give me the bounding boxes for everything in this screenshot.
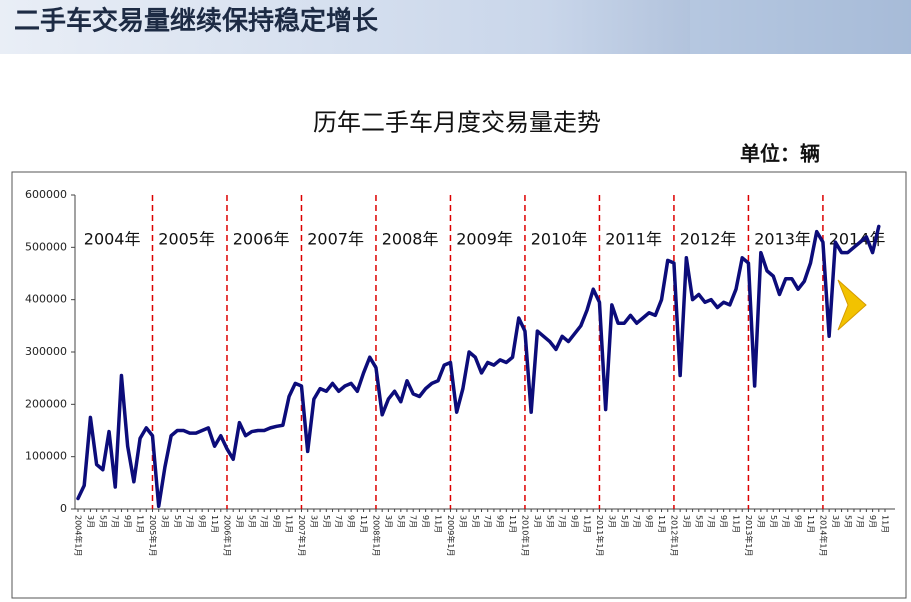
unit-label: 单位：辆 [740, 142, 820, 166]
x-tick-label: 11月 [806, 515, 815, 533]
x-tick-label: 11月 [732, 515, 741, 533]
plot: 0 100000 200000 300000 400000 500000 600000 200… [25, 188, 890, 556]
x-tick-label: 3月 [160, 515, 169, 528]
year-label: 2014年 [829, 230, 886, 249]
year-label: 2012年 [680, 230, 737, 249]
y-tick-label: 200000 [25, 397, 67, 410]
year-label: 2005年 [158, 230, 215, 249]
x-tick-label: 9月 [421, 515, 430, 528]
year-label: 2004年 [84, 230, 141, 249]
x-tick-label: 9月 [123, 515, 132, 528]
x-tick-label: 11月 [285, 515, 294, 533]
x-tick-label: 7月 [856, 515, 865, 528]
x-tick-label: 11月 [434, 515, 443, 533]
x-tick-label: 11月 [583, 515, 592, 533]
x-tick-label: 7月 [409, 515, 418, 528]
x-tick-label: 3月 [533, 515, 542, 528]
x-tick-label: 9月 [570, 515, 579, 528]
x-tick-label: 2010年1月 [520, 515, 530, 556]
x-tick-label: 5月 [471, 515, 480, 528]
x-tick-label: 11月 [881, 515, 890, 533]
x-tick-label: 3月 [756, 515, 765, 528]
y-tick-label: 0 [60, 502, 67, 515]
year-label: 2013年 [754, 230, 811, 249]
x-tick-label: 11月 [210, 515, 219, 533]
x-tick-label: 2012年1月 [669, 515, 679, 556]
x-tick-label: 5月 [843, 515, 852, 528]
x-tick-label: 9月 [198, 515, 207, 528]
x-tick-label: 7月 [558, 515, 567, 528]
x-tick-label: 9月 [794, 515, 803, 528]
x-tick-label: 5月 [322, 515, 331, 528]
chart-frame [11, 171, 907, 599]
x-tick-label: 11月 [136, 515, 145, 533]
x-tick-label: 5月 [620, 515, 629, 528]
x-tick-label: 2004年1月 [74, 515, 84, 556]
x-tick-label: 7月 [185, 515, 194, 528]
x-tick-label: 11月 [657, 515, 666, 533]
slide-title: 二手车交易量继续保持稳定增长 [14, 6, 379, 37]
x-tick-label: 11月 [508, 515, 517, 533]
x-tick-label: 2007年1月 [297, 515, 307, 556]
series-line [76, 224, 881, 509]
x-tick-label: 7月 [111, 515, 120, 528]
year-label: 2010年 [531, 230, 588, 249]
x-tick-label: 5月 [545, 515, 554, 528]
x-tick-label: 3月 [384, 515, 393, 528]
x-tick-label: 3月 [607, 515, 616, 528]
next-arrow[interactable] [837, 279, 867, 331]
x-tick-label: 5月 [247, 515, 256, 528]
y-tick-label: 300000 [25, 345, 67, 358]
x-tick-label: 7月 [260, 515, 269, 528]
x-tick-label: 2008年1月 [371, 515, 381, 556]
x-tick-label: 9月 [272, 515, 281, 528]
x-tick-label: 5月 [769, 515, 778, 528]
year-label: 2008年 [382, 230, 439, 249]
y-tick-label: 400000 [25, 293, 67, 306]
x-tick-label: 3月 [86, 515, 95, 528]
y-tick-label: 100000 [25, 450, 67, 463]
x-tick-label: 3月 [831, 515, 840, 528]
x-tick-label: 2011年1月 [595, 515, 605, 556]
x-tick-label: 3月 [682, 515, 691, 528]
x-tick-label: 7月 [483, 515, 492, 528]
x-tick-label: 7月 [334, 515, 343, 528]
x-tick-label: 9月 [347, 515, 356, 528]
y-tick-label: 500000 [25, 240, 67, 253]
x-tick-label: 7月 [707, 515, 716, 528]
year-label: 2007年 [307, 230, 364, 249]
x-tick-label: 9月 [719, 515, 728, 528]
x-tick-label: 7月 [632, 515, 641, 528]
x-tick-label: 5月 [694, 515, 703, 528]
y-tick-label: 600000 [25, 188, 67, 201]
year-label: 2006年 [233, 230, 290, 249]
x-tick-label: 3月 [235, 515, 244, 528]
x-tick-label: 2005年1月 [148, 515, 158, 556]
x-tick-label: 9月 [645, 515, 654, 528]
year-label: 2009年 [456, 230, 513, 249]
x-tick-label: 3月 [458, 515, 467, 528]
x-tick-label: 5月 [173, 515, 182, 528]
x-tick-label: 9月 [868, 515, 877, 528]
x-tick-label: 2014年1月 [818, 515, 828, 556]
x-tick-label: 9月 [496, 515, 505, 528]
chart-title: 历年二手车月度交易量走势 [313, 109, 601, 137]
x-tick-label: 2006年1月 [222, 515, 232, 556]
x-tick-label: 5月 [396, 515, 405, 528]
x-tick-label: 5月 [98, 515, 107, 528]
x-tick-label: 7月 [781, 515, 790, 528]
x-tick-label: 2013年1月 [744, 515, 754, 556]
header-decoration [690, 0, 911, 54]
x-tick-label: 2009年1月 [446, 515, 456, 556]
x-tick-label: 11月 [359, 515, 368, 533]
year-label: 2011年 [605, 230, 662, 249]
x-tick-label: 3月 [309, 515, 318, 528]
